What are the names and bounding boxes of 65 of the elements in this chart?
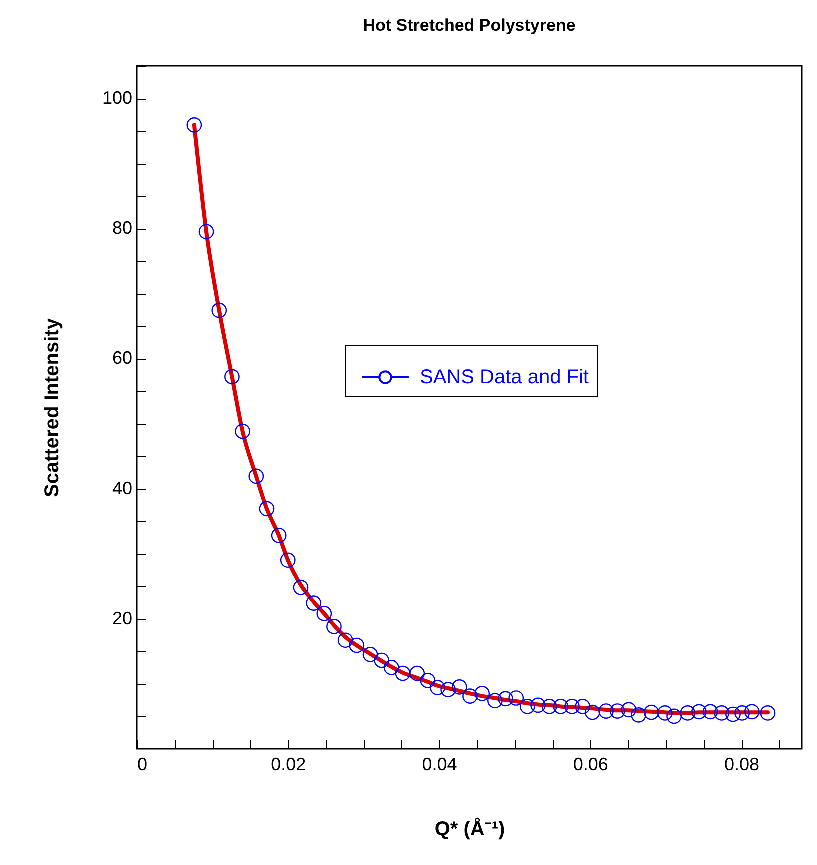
- point: [293, 580, 309, 596]
- point: [680, 706, 696, 721]
- point: [362, 647, 378, 662]
- chart-title: Hot Stretched Polystyrene: [363, 16, 576, 35]
- point: [575, 699, 591, 714]
- point: [462, 688, 478, 704]
- point: [271, 528, 287, 544]
- point: [508, 690, 524, 706]
- point: [198, 224, 214, 240]
- point: [224, 369, 240, 385]
- point: [440, 682, 456, 698]
- point: [760, 706, 776, 721]
- point: [658, 706, 673, 721]
- point: [498, 691, 514, 707]
- point: [553, 699, 569, 714]
- y-tick-label: 20: [112, 608, 132, 628]
- point: [452, 680, 468, 695]
- point: [430, 680, 446, 696]
- point: [349, 638, 365, 654]
- y-tick-label: 80: [112, 218, 132, 238]
- point: [374, 652, 390, 668]
- point: [316, 606, 332, 622]
- point: [744, 704, 760, 720]
- point: [235, 424, 250, 440]
- point: [734, 706, 750, 721]
- x-axis-title: Q* (Å⁻¹): [434, 818, 506, 840]
- y-tick-label: 40: [112, 478, 132, 498]
- point: [564, 699, 580, 714]
- point: [248, 468, 264, 484]
- point: [692, 704, 707, 720]
- point: [306, 596, 322, 611]
- point: [410, 666, 426, 682]
- point: [420, 673, 436, 688]
- point: [631, 708, 646, 723]
- point: [488, 693, 503, 709]
- point: [186, 118, 202, 133]
- point: [610, 704, 626, 719]
- y-tick-label: 100: [102, 88, 132, 108]
- point: [395, 666, 411, 682]
- point: [726, 706, 741, 722]
- legend-label: SANS Data and Fit: [420, 366, 590, 388]
- y-axis-title: Scattered Intensity: [41, 318, 64, 498]
- point: [474, 686, 490, 702]
- point: [212, 302, 228, 318]
- point: [338, 632, 354, 648]
- x-tick-label: 0: [138, 754, 148, 774]
- point: [714, 706, 730, 721]
- x-tick-label: 0.06: [573, 754, 608, 774]
- y-tick-label: 60: [112, 348, 132, 368]
- x-tick-label: 0.02: [271, 754, 306, 774]
- x-tick-label: 0.08: [724, 754, 760, 774]
- point: [259, 501, 275, 517]
- point: [530, 698, 546, 714]
- point: [384, 660, 400, 676]
- x-tick-label: 0.04: [422, 754, 458, 774]
- point: [644, 704, 660, 720]
- point: [598, 704, 614, 719]
- point: [621, 702, 637, 718]
- point: [520, 699, 536, 714]
- point: [280, 552, 296, 568]
- point: [585, 704, 600, 720]
- point: [702, 704, 718, 720]
- point: [666, 708, 682, 724]
- point: [542, 699, 558, 714]
- point: [326, 619, 342, 634]
